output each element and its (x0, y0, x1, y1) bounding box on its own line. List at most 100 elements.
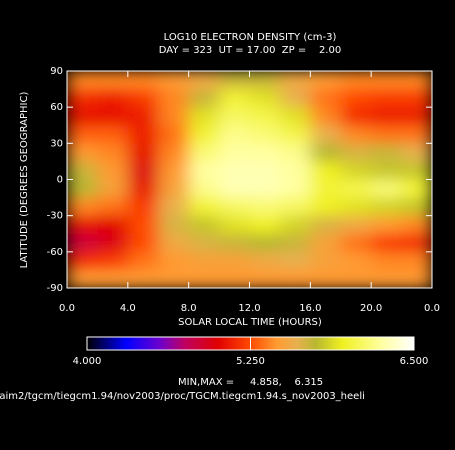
heat-cell (401, 161, 432, 180)
colorbar-tick-label: 5.250 (236, 356, 265, 367)
colorbar-tick-label: 4.000 (73, 356, 102, 367)
y-tick-label: 60 (50, 102, 63, 113)
heat-cell (249, 233, 281, 253)
x-tick-label: 16.0 (299, 303, 321, 314)
heat-cell (127, 269, 159, 288)
heat-cell (158, 161, 190, 180)
heat-cell (249, 143, 281, 162)
heat-cell (219, 197, 250, 217)
heat-cell (279, 269, 311, 288)
heat-cell (97, 125, 129, 144)
heat-cell (97, 179, 129, 199)
heat-cell (310, 89, 342, 108)
heat-cell (401, 107, 432, 126)
heat-cell (97, 161, 129, 180)
heat-cell (340, 269, 372, 288)
heat-cell (279, 179, 311, 199)
y-tick-label: -30 (47, 211, 63, 222)
heat-cell (249, 251, 281, 271)
heat-cell (249, 107, 281, 126)
heat-cell (67, 125, 98, 144)
heat-cell (97, 251, 129, 271)
heat-cell (279, 215, 311, 235)
x-tick-label: 12.0 (238, 303, 260, 314)
heat-cell (340, 197, 372, 217)
heat-cell (158, 215, 190, 235)
heat-cell (310, 233, 342, 253)
heat-cell (219, 179, 250, 199)
heatmap-cells (67, 71, 432, 288)
heat-cell (371, 71, 403, 90)
file-path: /aim2/tgcm/tiegcm1.94/nov2003/proc/TGCM.… (0, 391, 365, 402)
heat-cell (401, 125, 432, 144)
heat-cell (188, 161, 220, 180)
heat-cell (67, 179, 98, 199)
y-axis-label: LATITUDE (DEGREES GEOGRAPHIC) (19, 92, 30, 269)
heat-cell (340, 233, 372, 253)
heat-cell (310, 215, 342, 235)
heat-cell (67, 89, 98, 108)
x-tick-label: 20.0 (360, 303, 382, 314)
heat-cell (219, 89, 250, 108)
heat-cell (249, 197, 281, 217)
heat-cell (401, 215, 432, 235)
heat-cell (67, 197, 98, 217)
heat-cell (310, 161, 342, 180)
heat-cell (371, 197, 403, 217)
heat-cell (310, 179, 342, 199)
heat-cell (127, 125, 159, 144)
heat-cell (310, 143, 342, 162)
heat-cell (219, 107, 250, 126)
heat-cell (219, 233, 250, 253)
heat-cell (310, 197, 342, 217)
heat-cell (127, 107, 159, 126)
heat-cell (279, 197, 311, 217)
heat-cell (97, 269, 129, 288)
heat-cell (67, 233, 98, 253)
heat-cell (188, 179, 220, 199)
heat-cell (97, 89, 129, 108)
colorbar-tick-label: 6.500 (400, 356, 429, 367)
x-axis-label: SOLAR LOCAL TIME (HOURS) (178, 317, 322, 328)
heat-cell (401, 89, 432, 108)
heat-cell (127, 71, 159, 90)
heat-cell (158, 89, 190, 108)
heat-cell (67, 251, 98, 271)
heat-cell (371, 179, 403, 199)
heat-cell (127, 251, 159, 271)
heat-cell (188, 107, 220, 126)
heat-cell (158, 71, 190, 90)
heat-cell (371, 251, 403, 271)
heat-cell (279, 107, 311, 126)
heat-cell (188, 125, 220, 144)
heat-cell (97, 197, 129, 217)
heat-cell (158, 143, 190, 162)
heat-cell (279, 89, 311, 108)
x-tick-label: 4.0 (120, 303, 136, 314)
heat-cell (340, 143, 372, 162)
heat-cell (67, 71, 98, 90)
heat-cell (67, 161, 98, 180)
heat-cell (67, 107, 98, 126)
heat-cell (310, 71, 342, 90)
heat-cell (188, 71, 220, 90)
heat-cell (67, 215, 98, 235)
heat-cell (127, 161, 159, 180)
heat-cell (158, 197, 190, 217)
heat-cell (340, 71, 372, 90)
heat-cell (127, 233, 159, 253)
heat-cell (219, 251, 250, 271)
heat-cell (401, 233, 432, 253)
heat-cell (249, 125, 281, 144)
heat-cell (97, 215, 129, 235)
heat-cell (158, 251, 190, 271)
heat-cell (310, 107, 342, 126)
x-tick-label: 8.0 (181, 303, 197, 314)
heat-cell (158, 233, 190, 253)
heat-cell (371, 143, 403, 162)
heat-cell (219, 143, 250, 162)
heat-cell (158, 107, 190, 126)
chart-title: LOG10 ELECTRON DENSITY (cm-3) (164, 32, 337, 43)
heat-cell (158, 179, 190, 199)
